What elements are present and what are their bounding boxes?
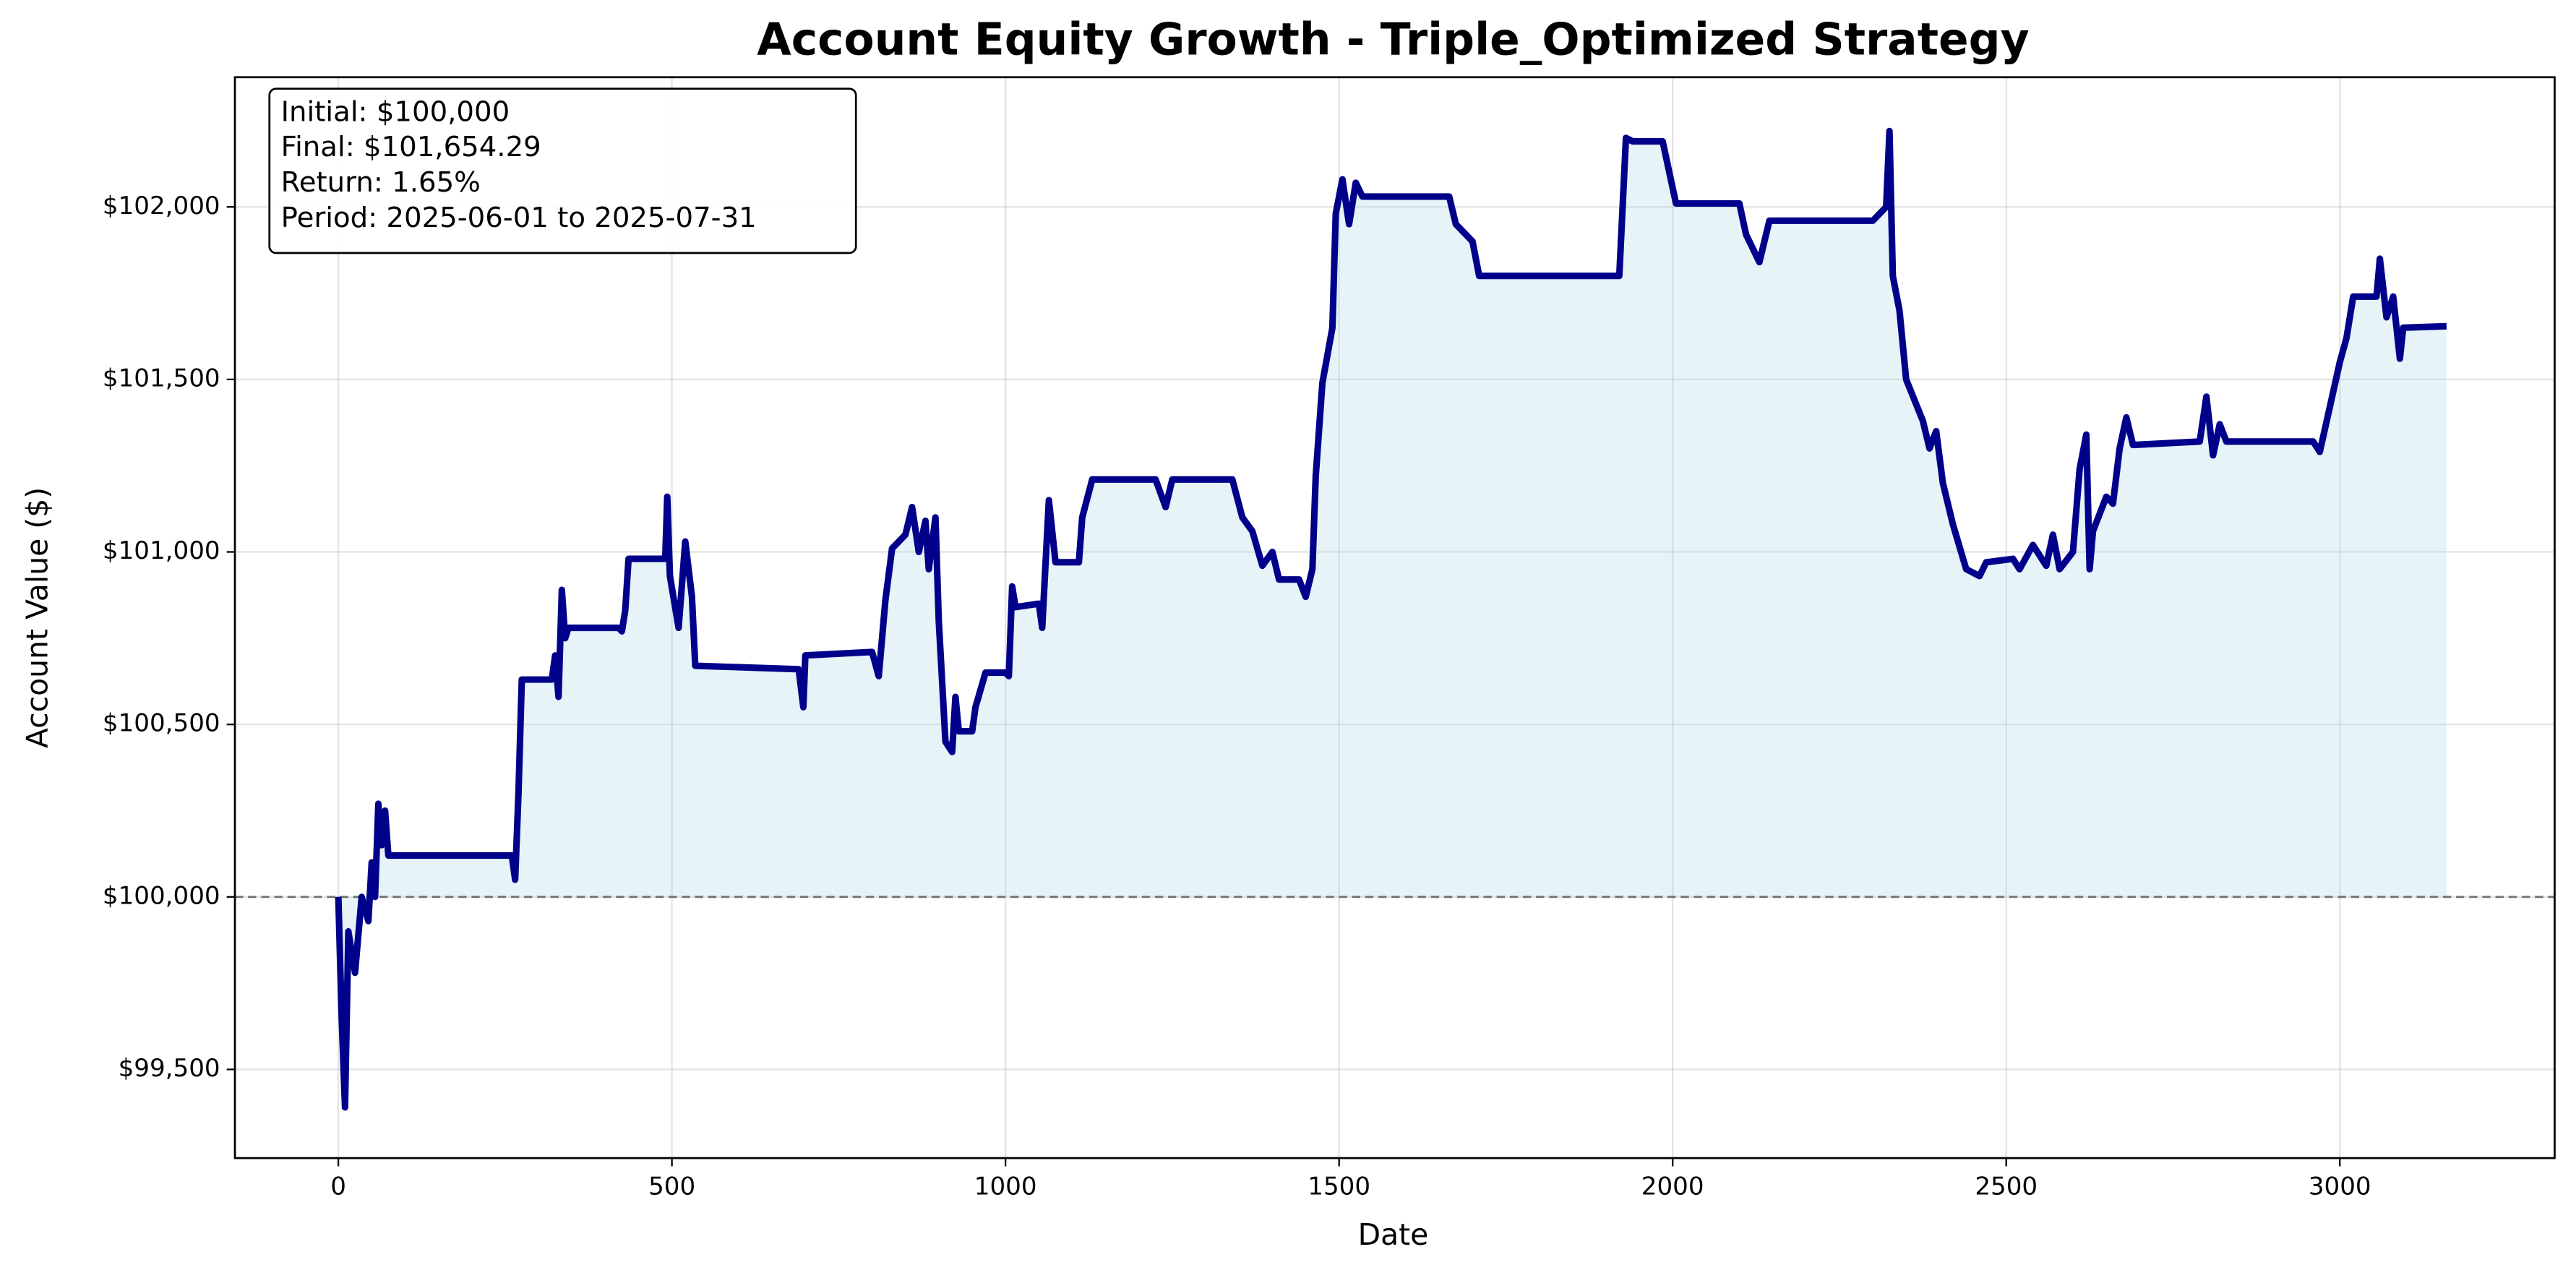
y-tick-label: $100,000 <box>103 881 220 910</box>
y-axis-label: Account Value ($) <box>20 487 55 748</box>
chart-title: Account Equity Growth - Triple_Optimized… <box>757 14 2029 66</box>
x-tick-label: 2500 <box>1975 1172 2038 1201</box>
y-tick-label: $99,500 <box>119 1054 220 1083</box>
annotation-text: Period: 2025-06-01 to 2025-07-31 <box>281 202 757 234</box>
x-tick-label: 0 <box>330 1172 346 1201</box>
area-fill <box>338 131 2447 1107</box>
annotation-text: Return: 1.65% <box>281 166 481 199</box>
y-tick-label: $102,000 <box>103 192 220 220</box>
x-axis-label: Date <box>1358 1217 1429 1252</box>
x-tick-label: 1000 <box>974 1172 1037 1201</box>
annotation-text: Final: $101,654.29 <box>281 131 541 163</box>
annotation-box <box>268 87 857 254</box>
y-tick-label: $100,500 <box>103 709 220 738</box>
x-tick-label: 1500 <box>1308 1172 1370 1201</box>
annotation-text: Initial: $100,000 <box>281 95 510 128</box>
x-tick-label: 500 <box>648 1172 695 1201</box>
y-tick-label: $101,500 <box>103 364 220 393</box>
plot-frame <box>233 76 2556 1159</box>
y-tick-label: $101,000 <box>103 536 220 565</box>
equity-line <box>335 127 2447 1111</box>
x-tick-label: 3000 <box>2309 1172 2371 1201</box>
x-tick-label: 2000 <box>1641 1172 1704 1201</box>
